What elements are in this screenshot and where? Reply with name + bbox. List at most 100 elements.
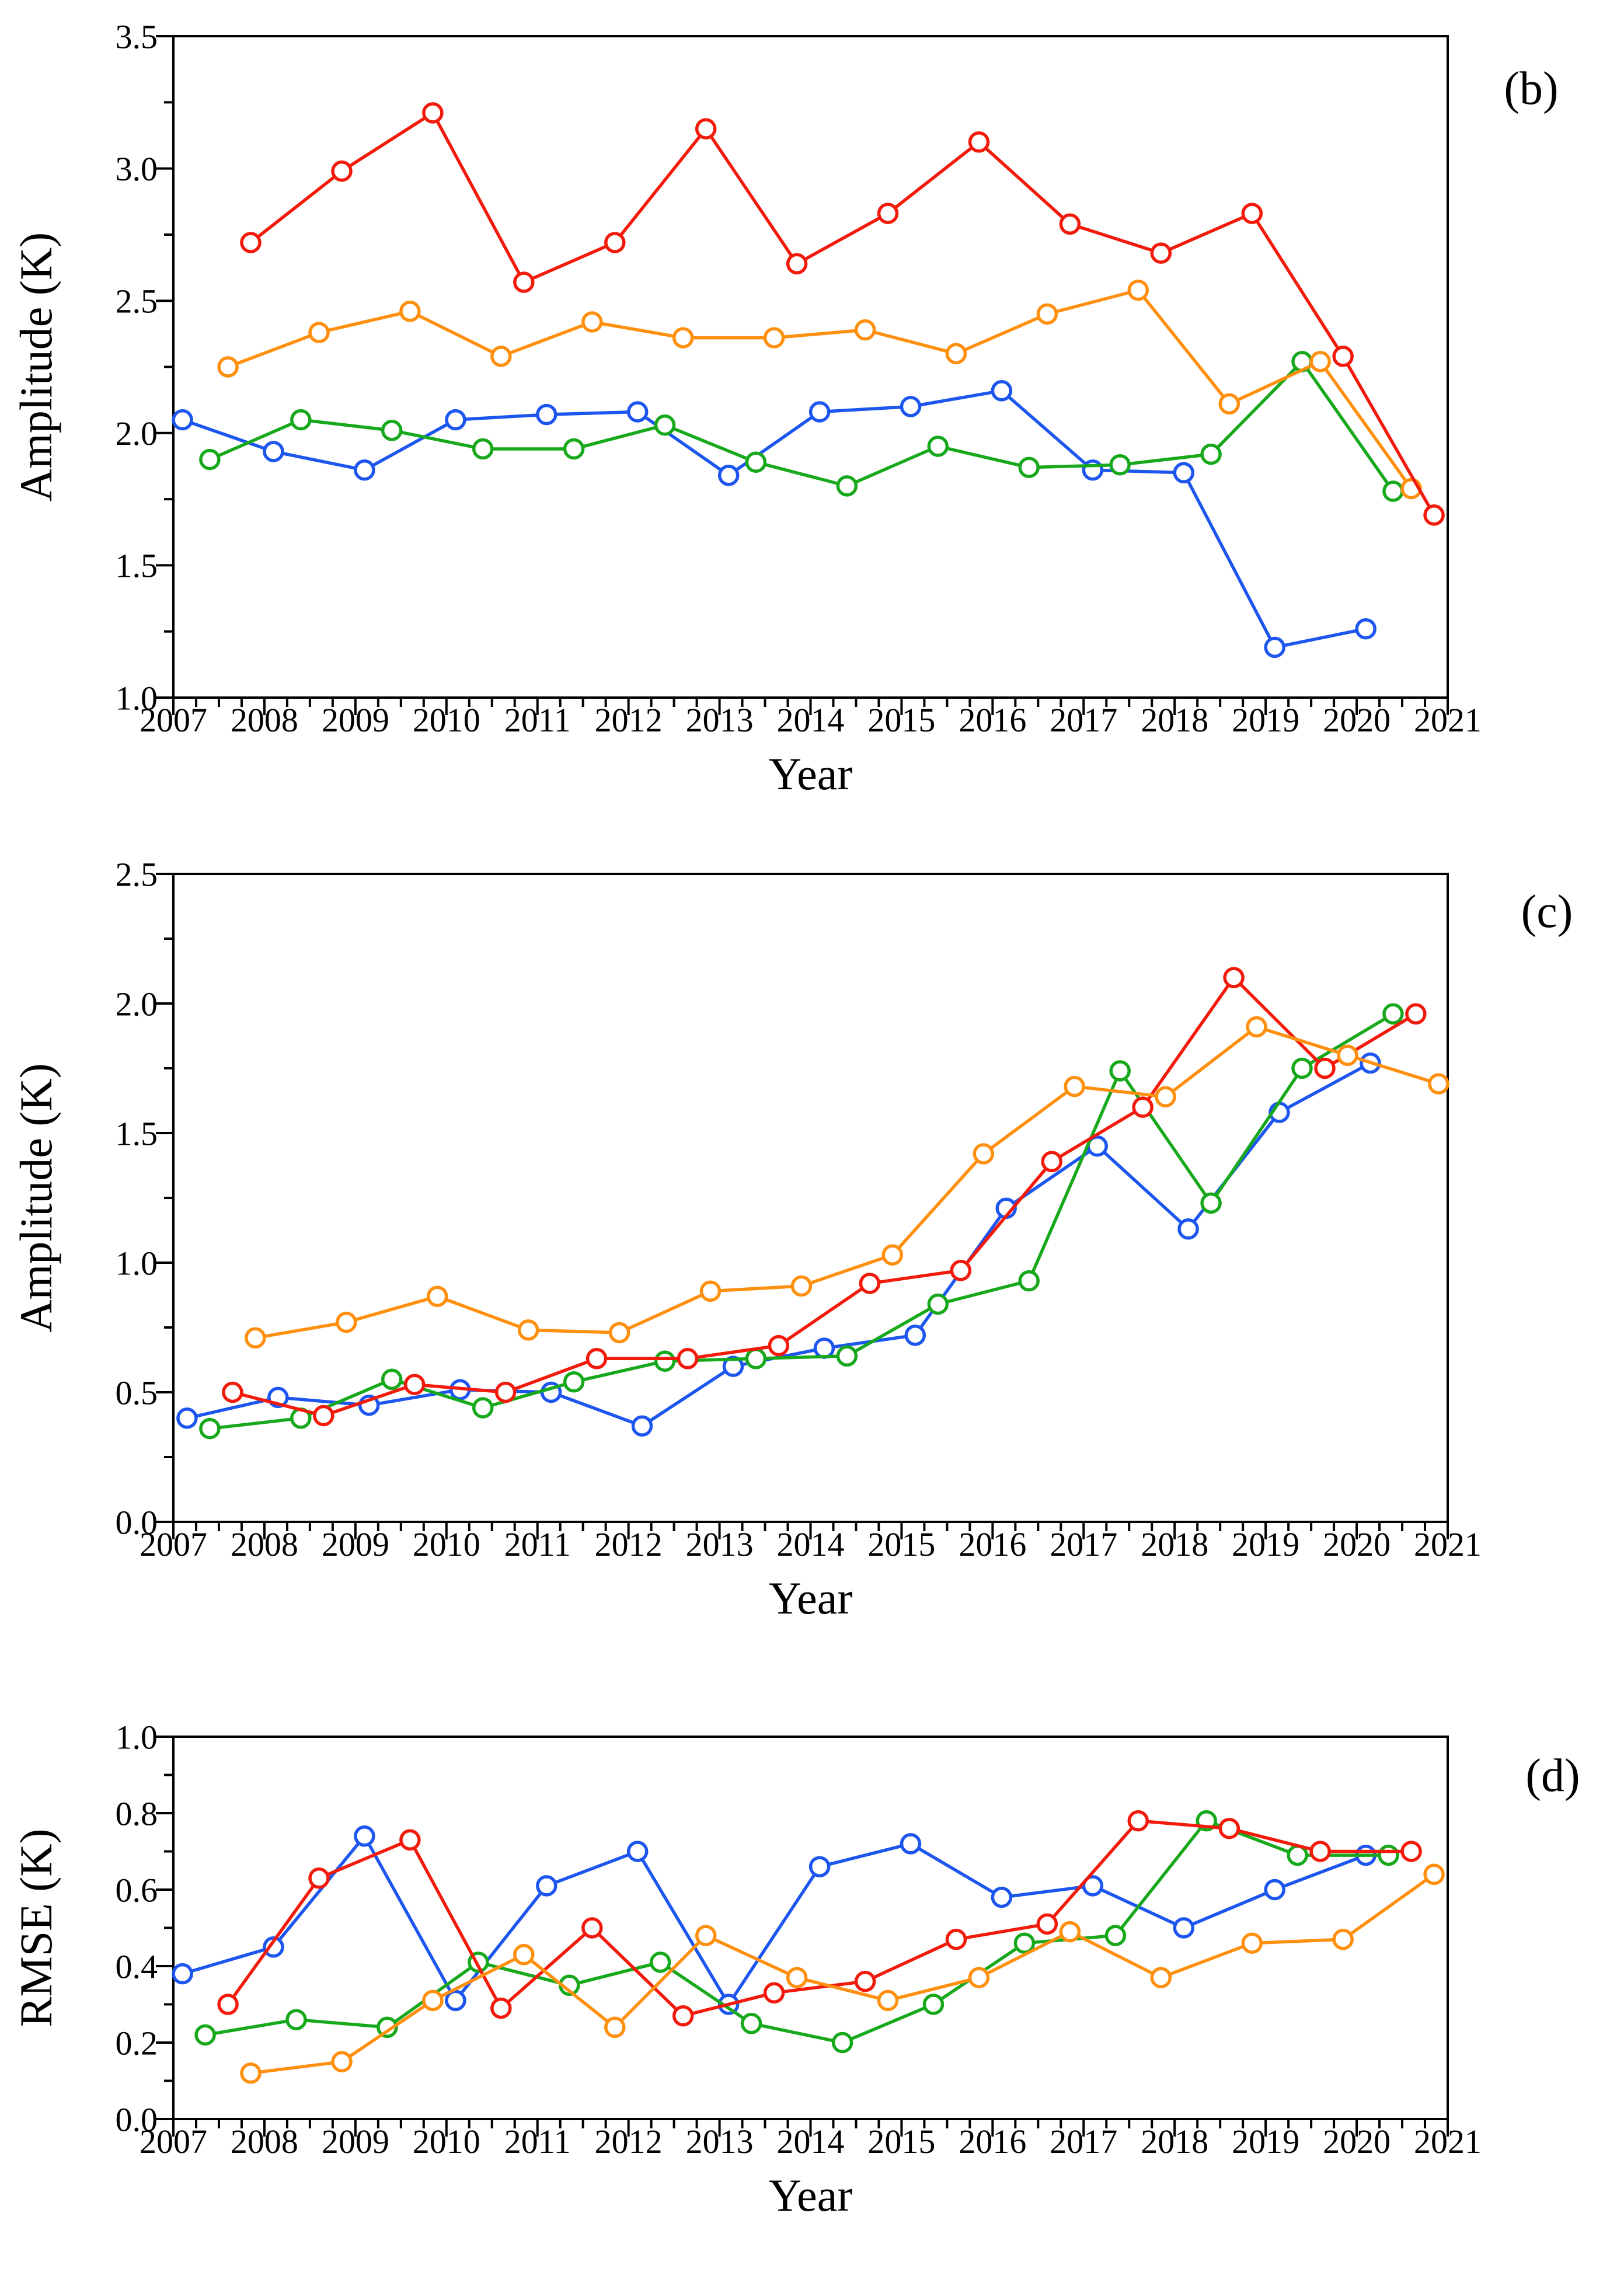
panel-label: (d) <box>1525 1750 1580 1801</box>
data-point-marker <box>768 1334 790 1357</box>
panel-c: 2007 2008 2009 2010 2011 2012 2013 2014 2015 2016… <box>11 855 1573 1623</box>
data-point-marker <box>399 301 421 322</box>
data-point-marker <box>654 414 676 436</box>
data-point-marker <box>631 1415 653 1437</box>
data-point-marker <box>1287 1844 1308 1866</box>
data-point-marker <box>308 1867 330 1889</box>
data-point-marker <box>1082 459 1104 481</box>
data-point-marker <box>1200 443 1222 465</box>
data-point-marker <box>1104 1925 1127 1946</box>
series-orange <box>217 279 1422 500</box>
x-tick-label: 2017 <box>1050 2123 1117 2161</box>
x-tick-label: 2014 <box>777 2123 845 2161</box>
data-point-marker <box>308 322 330 343</box>
x-tick-label: 2009 <box>322 1525 389 1563</box>
data-point-marker <box>1355 618 1376 640</box>
series-line <box>180 1834 1368 2006</box>
x-axis-title: Year <box>769 1573 853 1623</box>
data-point-marker <box>1082 1875 1104 1897</box>
data-point-marker <box>331 160 353 182</box>
data-point-marker <box>313 1405 334 1427</box>
x-tick-label: 2008 <box>231 1525 298 1563</box>
data-point-marker <box>536 1875 557 1897</box>
x-tick-label: 2015 <box>867 1525 935 1563</box>
data-point-marker <box>1127 279 1149 301</box>
data-point-marker <box>581 1917 603 1939</box>
x-tick-label: 2011 <box>504 1525 571 1563</box>
data-point-marker <box>472 1397 494 1419</box>
series-line <box>226 1819 1413 2017</box>
data-point-marker <box>900 1833 922 1855</box>
y-tick-label: 1.5 <box>116 1114 158 1152</box>
data-point-marker <box>904 1325 926 1346</box>
data-point-marker <box>1309 351 1331 372</box>
data-point-marker <box>1241 1932 1263 1954</box>
data-point-marker <box>1332 1928 1354 1950</box>
x-tick-label: 2007 <box>140 2123 207 2161</box>
data-point-marker <box>445 409 466 431</box>
data-point-marker <box>1013 1932 1036 1954</box>
data-point-marker <box>1132 1096 1153 1118</box>
y-axis: 1.0 1.5 2.0 2.5 3.0 3.5 Amplitude (K) <box>11 18 173 717</box>
data-point-marker <box>1241 203 1263 224</box>
data-point-marker <box>263 1936 284 1958</box>
plot-frame <box>172 873 1449 1523</box>
data-point-marker <box>581 311 603 333</box>
data-point-marker <box>240 232 262 253</box>
data-point-marker <box>672 2005 694 2027</box>
series-line <box>208 360 1395 493</box>
x-tick-label: 2021 <box>1414 2123 1482 2161</box>
x-tick-label: 2014 <box>777 701 845 739</box>
x-tick-label: 2010 <box>413 1525 480 1563</box>
panel-label: (c) <box>1521 886 1573 938</box>
data-point-marker <box>199 448 221 471</box>
data-point-marker <box>945 1928 967 1950</box>
data-point-marker <box>1109 454 1131 476</box>
data-point-marker <box>968 1967 990 1988</box>
data-point-marker <box>854 1970 876 1992</box>
data-point-marker <box>604 2016 626 2038</box>
y-axis-title: RMSE (K) <box>11 1828 61 2027</box>
data-point-marker <box>217 356 239 378</box>
data-point-marker <box>1018 457 1040 478</box>
x-tick-label: 2012 <box>595 1525 663 1563</box>
data-point-marker <box>1378 1844 1399 1866</box>
data-point-marker <box>1041 1151 1062 1173</box>
data-point-marker <box>240 2062 262 2084</box>
data-point-marker <box>854 319 876 341</box>
panel-b: 2007 2008 2009 2010 2011 2012 2013 2014 2015 2016… <box>11 18 1559 799</box>
y-axis-title: Amplitude (K) <box>11 232 61 501</box>
x-axis: 2007 2008 2009 2010 2011 2012 2013 2014 2015 2016… <box>140 2119 1482 2221</box>
data-point-marker <box>1036 303 1058 325</box>
x-tick-label: 2020 <box>1323 1525 1390 1563</box>
x-tick-label: 2015 <box>867 2123 935 2161</box>
x-tick-label: 2019 <box>1232 2123 1299 2161</box>
x-tick-label: 2018 <box>1141 2123 1208 2161</box>
data-point-marker <box>672 327 694 349</box>
x-tick-label: 2007 <box>140 1525 207 1563</box>
data-point-marker <box>695 1925 717 1946</box>
data-point-marker <box>790 1275 813 1297</box>
y-axis: 0.0 0.2 0.4 0.6 0.8 1.0 RMSE (K) <box>11 1718 173 2138</box>
x-axis: 2007 2008 2009 2010 2011 2012 2013 2014 2015 2016… <box>140 698 1482 799</box>
series-blue <box>176 1052 1381 1437</box>
data-point-marker <box>1109 1060 1131 1082</box>
x-tick-label: 2018 <box>1141 1525 1208 1563</box>
y-tick-label: 0.8 <box>116 1794 158 1832</box>
series-blue <box>172 380 1376 658</box>
data-point-marker <box>536 403 557 426</box>
data-point-marker <box>1246 1016 1267 1038</box>
x-tick-label: 2007 <box>140 701 207 739</box>
series-line <box>203 1819 1390 2044</box>
data-point-marker <box>1064 1075 1085 1097</box>
data-point-marker <box>1036 1913 1058 1935</box>
y-tick-label: 0.2 <box>116 2024 158 2062</box>
series-line <box>226 288 1413 490</box>
x-tick-label: 2012 <box>595 701 663 739</box>
data-point-marker <box>1177 1218 1199 1240</box>
data-point-marker <box>1218 1817 1240 1839</box>
data-point-marker <box>945 343 967 365</box>
data-point-marker <box>745 1348 767 1370</box>
